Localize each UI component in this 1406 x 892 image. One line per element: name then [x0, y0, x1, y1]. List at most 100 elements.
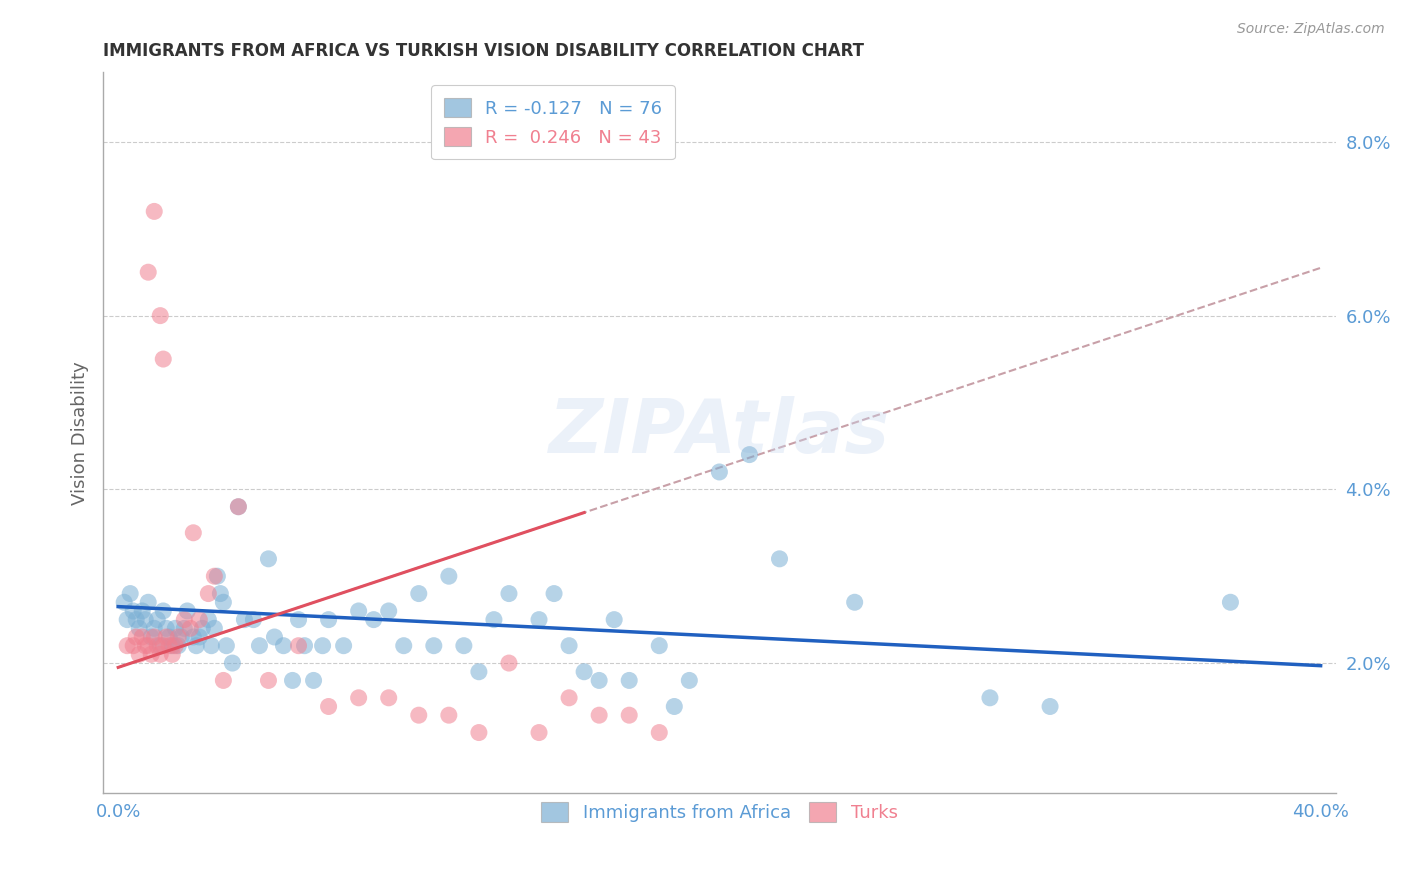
- Point: [200, 639, 222, 653]
- Point: [128, 648, 150, 662]
- Point: [115, 639, 138, 653]
- Point: [143, 621, 166, 635]
- Point: [167, 639, 190, 653]
- Point: [498, 656, 520, 670]
- Point: [157, 639, 180, 653]
- Point: [167, 630, 190, 644]
- Point: [1219, 595, 1241, 609]
- Point: [377, 604, 399, 618]
- Point: [131, 604, 153, 618]
- Point: [128, 621, 150, 635]
- Point: [122, 639, 145, 653]
- Point: [143, 630, 166, 644]
- Legend: Immigrants from Africa, Turks: Immigrants from Africa, Turks: [529, 789, 910, 835]
- Point: [188, 613, 211, 627]
- Text: Source: ZipAtlas.com: Source: ZipAtlas.com: [1237, 22, 1385, 37]
- Point: [664, 699, 686, 714]
- Point: [170, 630, 193, 644]
- Point: [979, 690, 1001, 705]
- Point: [844, 595, 866, 609]
- Point: [162, 639, 184, 653]
- Point: [149, 639, 172, 653]
- Point: [408, 586, 430, 600]
- Point: [181, 525, 204, 540]
- Point: [212, 673, 235, 688]
- Point: [281, 673, 304, 688]
- Point: [311, 639, 333, 653]
- Point: [186, 639, 208, 653]
- Point: [152, 352, 174, 367]
- Point: [176, 604, 198, 618]
- Point: [143, 204, 166, 219]
- Point: [437, 569, 460, 583]
- Point: [377, 690, 399, 705]
- Point: [437, 708, 460, 723]
- Point: [197, 613, 219, 627]
- Point: [498, 586, 520, 600]
- Y-axis label: Vision Disability: Vision Disability: [72, 361, 89, 505]
- Point: [249, 639, 271, 653]
- Point: [155, 630, 177, 644]
- Point: [318, 613, 340, 627]
- Point: [294, 639, 316, 653]
- Point: [207, 569, 229, 583]
- Point: [179, 621, 201, 635]
- Point: [558, 639, 581, 653]
- Point: [468, 665, 491, 679]
- Point: [134, 613, 156, 627]
- Point: [619, 708, 641, 723]
- Point: [202, 569, 225, 583]
- Point: [125, 613, 148, 627]
- Point: [165, 621, 187, 635]
- Point: [141, 648, 163, 662]
- Point: [257, 673, 280, 688]
- Point: [136, 595, 159, 609]
- Point: [527, 725, 550, 739]
- Point: [332, 639, 354, 653]
- Point: [527, 613, 550, 627]
- Point: [347, 604, 370, 618]
- Point: [468, 725, 491, 739]
- Point: [157, 630, 180, 644]
- Point: [202, 621, 225, 635]
- Text: IMMIGRANTS FROM AFRICA VS TURKISH VISION DISABILITY CORRELATION CHART: IMMIGRANTS FROM AFRICA VS TURKISH VISION…: [103, 42, 865, 60]
- Point: [162, 648, 184, 662]
- Point: [709, 465, 731, 479]
- Point: [572, 665, 595, 679]
- Point: [141, 630, 163, 644]
- Point: [648, 639, 671, 653]
- Point: [233, 613, 256, 627]
- Point: [165, 639, 187, 653]
- Point: [363, 613, 385, 627]
- Point: [482, 613, 505, 627]
- Point: [149, 648, 172, 662]
- Point: [173, 613, 195, 627]
- Point: [125, 630, 148, 644]
- Point: [146, 613, 169, 627]
- Point: [131, 630, 153, 644]
- Point: [152, 639, 174, 653]
- Point: [152, 604, 174, 618]
- Point: [588, 673, 610, 688]
- Point: [112, 595, 135, 609]
- Point: [221, 656, 243, 670]
- Point: [155, 621, 177, 635]
- Point: [768, 551, 790, 566]
- Point: [287, 613, 309, 627]
- Point: [136, 265, 159, 279]
- Point: [603, 613, 626, 627]
- Point: [173, 621, 195, 635]
- Point: [257, 551, 280, 566]
- Point: [287, 639, 309, 653]
- Point: [136, 639, 159, 653]
- Point: [215, 639, 238, 653]
- Point: [1039, 699, 1062, 714]
- Point: [188, 630, 211, 644]
- Point: [558, 690, 581, 705]
- Point: [678, 673, 700, 688]
- Point: [181, 630, 204, 644]
- Point: [149, 309, 172, 323]
- Point: [423, 639, 446, 653]
- Point: [588, 708, 610, 723]
- Point: [619, 673, 641, 688]
